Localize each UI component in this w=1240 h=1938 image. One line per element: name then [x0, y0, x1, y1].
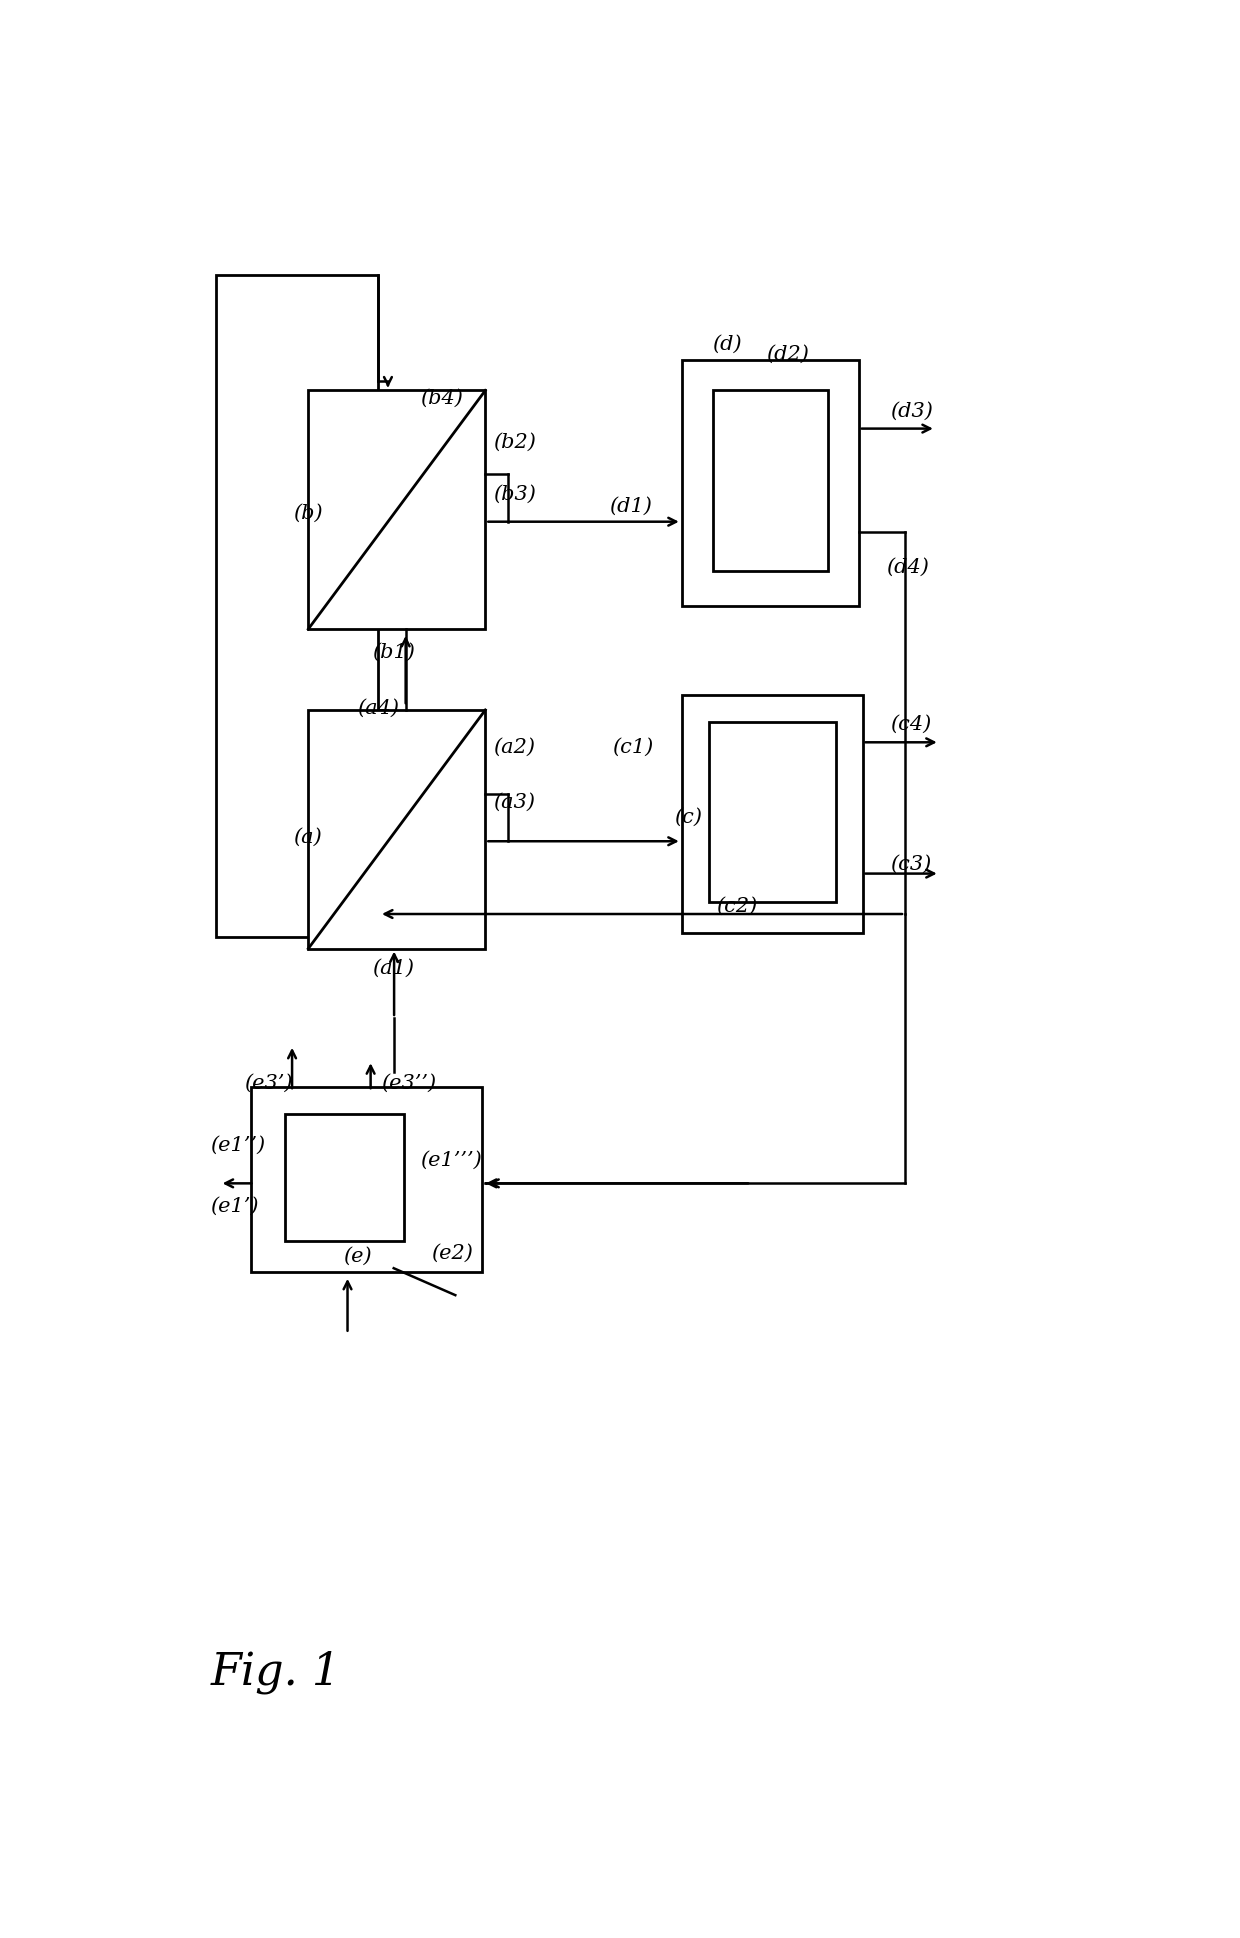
Text: (b4): (b4) [420, 390, 463, 407]
Bar [682, 360, 859, 607]
Bar [708, 721, 836, 903]
Text: (c2): (c2) [717, 897, 758, 917]
Text: (e1’’): (e1’’) [211, 1136, 265, 1155]
Bar [309, 709, 485, 950]
Bar [309, 390, 485, 630]
Text: (c): (c) [675, 808, 702, 828]
Text: (a4): (a4) [357, 700, 399, 717]
Text: (e3’): (e3’) [244, 1074, 293, 1093]
Text: (d): (d) [713, 335, 742, 355]
Text: (c4): (c4) [889, 715, 931, 733]
Text: (c1): (c1) [613, 738, 653, 756]
Text: (d3): (d3) [889, 401, 932, 421]
Text: (a3): (a3) [494, 793, 534, 812]
Text: (a): (a) [293, 828, 321, 847]
Text: (a1): (a1) [372, 959, 414, 977]
Text: (d4): (d4) [885, 558, 929, 578]
Text: (b2): (b2) [494, 432, 536, 452]
Text: (b): (b) [293, 504, 322, 523]
Bar [250, 1087, 481, 1271]
Text: (a2): (a2) [494, 738, 534, 756]
Text: (b1): (b1) [372, 643, 415, 661]
Bar [713, 390, 828, 572]
Text: (e1’’’): (e1’’’) [420, 1151, 481, 1171]
Text: (c3): (c3) [889, 855, 931, 874]
Text: (e1’): (e1’) [211, 1198, 259, 1217]
Bar [216, 275, 377, 938]
Text: (e3’’): (e3’’) [382, 1074, 436, 1093]
Text: (e2): (e2) [432, 1244, 474, 1262]
Text: (b3): (b3) [494, 484, 536, 504]
Text: Fig. 1: Fig. 1 [211, 1651, 341, 1694]
Bar [682, 694, 863, 934]
Text: (d2): (d2) [766, 345, 810, 364]
Text: (d1): (d1) [609, 496, 651, 516]
Bar [285, 1114, 404, 1240]
Text: (e): (e) [343, 1248, 372, 1266]
